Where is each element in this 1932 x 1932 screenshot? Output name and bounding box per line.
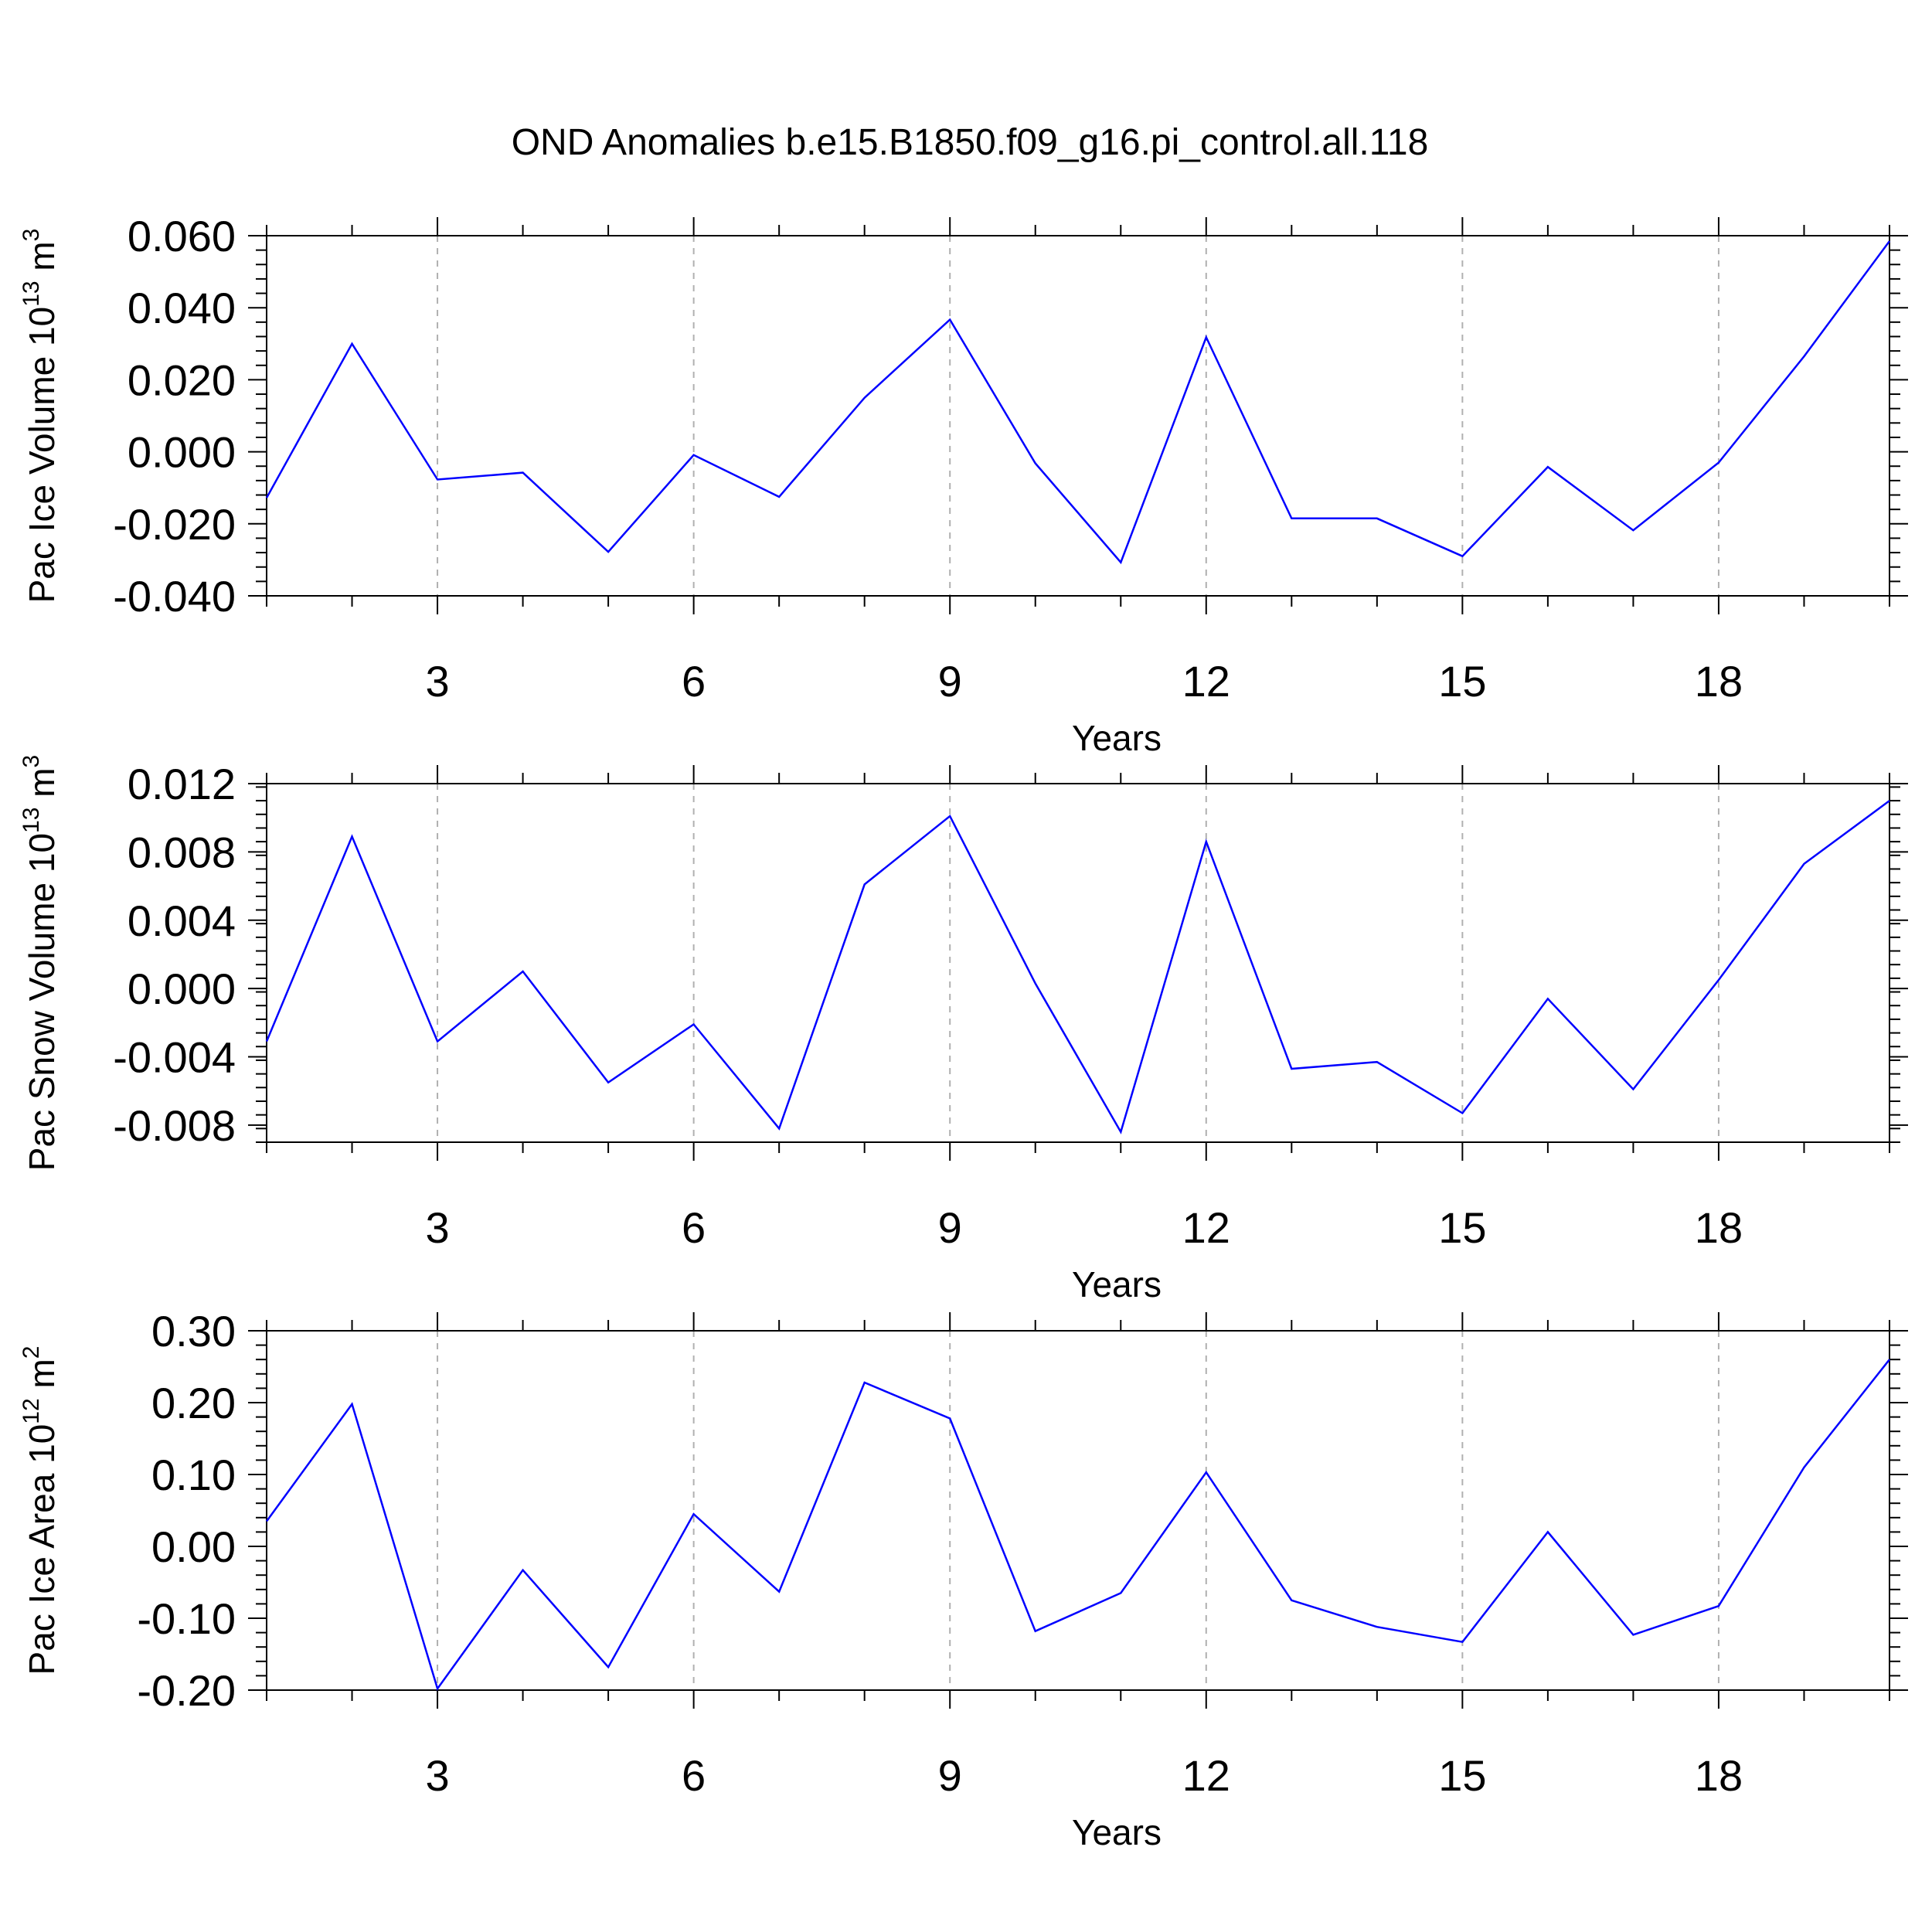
y-tick-label: 0.008 [128,828,236,876]
x-tick-label: 15 [1438,1751,1486,1800]
x-tick-label: 15 [1438,1203,1486,1252]
y-tick-label: 0.10 [151,1451,236,1499]
y-tick-label: -0.004 [113,1033,236,1082]
y-tick-label: 0.020 [128,355,236,404]
x-tick-label: 9 [938,1751,962,1800]
series-line [265,1359,1890,1691]
y-axis-title: Pac Ice Volume 1013 m3 [19,229,62,604]
y-tick-label: 0.00 [151,1522,236,1571]
x-tick-label: 6 [682,1751,706,1800]
chart-panels: 3 6 9 12 15 18 -0.040 -0.020 0.000 0.020 0.040 0.06… [19,212,1908,1852]
x-tick-label: 9 [938,657,962,706]
y-tick-label: 0.30 [151,1307,236,1355]
panel-3: 3 6 9 12 15 18 -0.20 -0.10 0.00 0.10 0.20 0.30 Years… [19,1307,1908,1852]
panel-2: 3 6 9 12 15 18 -0.008 -0.004 0.000 0.004 0.008 0.01… [19,755,1908,1304]
y-tick-label: 0.20 [151,1379,236,1427]
y-tick-label: 0.012 [128,760,236,808]
series-line [265,800,1890,1134]
x-tick-label: 6 [682,1203,706,1252]
y-tick-label: -0.008 [113,1101,236,1150]
y-tick-label: 0.004 [128,896,236,945]
y-tick-label: -0.040 [113,572,236,621]
plot-frame [266,1330,1890,1691]
y-tick-label: -0.20 [137,1666,236,1715]
x-tick-label: 3 [425,657,449,706]
y-tick-label: -0.10 [137,1594,236,1643]
x-tick-label: 9 [938,1203,962,1252]
x-tick-label: 3 [425,1203,449,1252]
x-axis-title: Years [1072,1812,1162,1852]
x-tick-label: 12 [1182,657,1230,706]
y-tick-label: 0.000 [128,964,236,1013]
x-tick-label: 12 [1182,1751,1230,1800]
x-tick-label: 12 [1182,1203,1230,1252]
plot-frame [266,235,1890,597]
plot-frame [266,783,1890,1143]
x-tick-label: 18 [1695,1203,1743,1252]
x-axis-title: Years [1072,718,1162,758]
figure-title: OND Anomalies b.e15.B1850.f09_g16.pi_con… [512,122,1429,163]
x-tick-label: 18 [1695,657,1743,706]
y-tick-label: 0.060 [128,212,236,260]
x-axis-title: Years [1072,1264,1162,1304]
series-line [265,240,1891,565]
panel-1: 3 6 9 12 15 18 -0.040 -0.020 0.000 0.020 0.040 0.06… [19,212,1908,758]
x-tick-label: 15 [1438,657,1486,706]
y-tick-label: 0.000 [128,428,236,477]
y-tick-label: -0.020 [113,500,236,549]
x-tick-label: 3 [425,1751,449,1800]
x-tick-label: 6 [682,657,706,706]
y-axis-title: Pac Snow Volume 1013 m3 [19,755,62,1171]
y-axis-title: Pac Ice Area 1012 m2 [19,1346,62,1675]
y-tick-label: 0.040 [128,284,236,332]
x-tick-label: 18 [1695,1751,1743,1800]
